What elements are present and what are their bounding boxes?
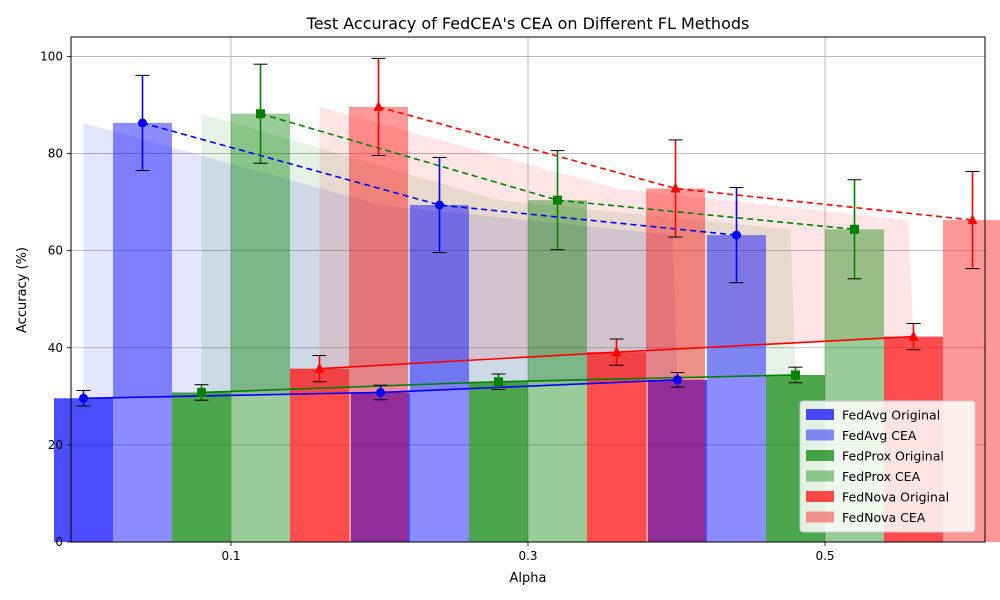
- legend-label: FedAvg Original: [842, 408, 940, 423]
- bar: [528, 200, 587, 542]
- bar: [469, 381, 528, 542]
- data-point: [553, 195, 562, 205]
- bar: [54, 398, 113, 542]
- chart-title: Test Accuracy of FedCEA's CEA on Differe…: [306, 14, 750, 33]
- data-point: [673, 375, 682, 385]
- data-point: [611, 346, 622, 357]
- data-point: [732, 230, 741, 240]
- axis-ticks: 0 20 40 60 80 100 0.1 0.3 0.5: [40, 49, 834, 563]
- y-tick-label: 100: [40, 49, 63, 63]
- bar: [707, 235, 766, 542]
- bar: [648, 379, 707, 542]
- y-tick-label: 20: [48, 438, 63, 452]
- series-line: [142, 122, 737, 236]
- legend-swatch: [806, 470, 834, 482]
- data-point: [670, 182, 681, 193]
- x-axis-label: Alpha: [510, 571, 547, 586]
- data-point: [197, 387, 206, 397]
- bar: [290, 368, 349, 542]
- bar: [172, 392, 231, 542]
- legend-label: FedAvg CEA: [842, 428, 917, 443]
- y-tick-label: 40: [48, 341, 63, 355]
- x-tick-label: 0.3: [518, 549, 537, 563]
- x-tick-label: 0.1: [221, 549, 240, 563]
- cea-range-fill: [201, 113, 796, 393]
- legend-swatch: [806, 450, 834, 461]
- data-point: [256, 109, 265, 119]
- data-point: [314, 362, 325, 373]
- data-point: [791, 370, 800, 380]
- bar: [113, 122, 172, 542]
- bar: [351, 392, 410, 542]
- cea-range-fill: [319, 106, 914, 369]
- series-line: [260, 112, 855, 231]
- data-point: [494, 377, 503, 387]
- legend-swatch: [806, 511, 834, 523]
- markers: [79, 100, 978, 403]
- cea-range-fill: [83, 122, 678, 399]
- legend-swatch: [806, 491, 834, 502]
- legend-label: FedProx CEA: [842, 469, 921, 484]
- legend-label: FedNova CEA: [842, 510, 926, 525]
- y-tick-label: 0: [55, 535, 63, 549]
- x-tick-label: 0.5: [815, 549, 834, 563]
- data-point: [967, 214, 978, 225]
- legend-box: [799, 400, 976, 533]
- bar: [231, 113, 290, 542]
- legend-label: FedProx Original: [842, 449, 944, 464]
- bar: [587, 352, 646, 542]
- legend-swatch: [806, 409, 834, 420]
- data-point: [908, 330, 919, 341]
- legend-label: FedNova Original: [842, 490, 949, 505]
- legend-swatch: [806, 429, 834, 441]
- y-axis-label: Accuracy (%): [15, 247, 30, 333]
- data-point: [376, 387, 385, 397]
- y-tick-label: 60: [48, 244, 63, 258]
- series-line: [378, 106, 973, 221]
- y-tick-label: 80: [48, 147, 63, 161]
- bar: [349, 106, 408, 542]
- data-point: [79, 393, 88, 403]
- cea-range-fills: [83, 106, 914, 399]
- data-point: [850, 224, 859, 234]
- data-point: [138, 118, 147, 128]
- data-point: [373, 100, 384, 111]
- bar: [410, 205, 469, 542]
- bar: [646, 188, 705, 542]
- legend: FedAvg Original FedAvg CEA FedProx Origina…: [799, 400, 976, 533]
- data-point: [435, 200, 444, 210]
